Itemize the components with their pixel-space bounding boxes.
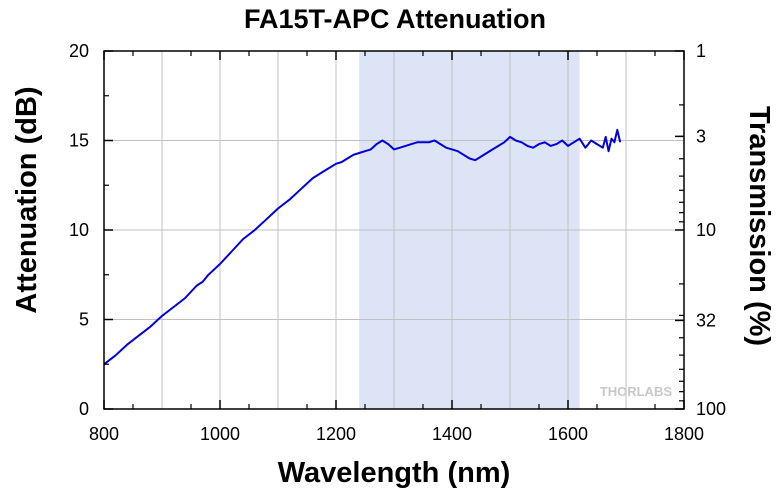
y2-tick-label: 3	[696, 126, 706, 146]
y-tick-label: 20	[69, 41, 89, 61]
y-tick-label: 0	[79, 399, 89, 419]
y2-tick-label: 1	[696, 41, 706, 61]
x-tick-label: 800	[89, 424, 119, 444]
y-axis-title: Attenuation (dB)	[11, 86, 43, 313]
y-tick-label: 15	[69, 131, 89, 151]
x-tick-label: 1400	[432, 424, 472, 444]
thorlabs-watermark: THORLABS	[600, 384, 673, 399]
x-axis-title: Wavelength (nm)	[278, 457, 511, 489]
x-tick-label: 1800	[664, 424, 704, 444]
x-tick-label: 1600	[548, 424, 588, 444]
y2-axis-title: Transmission (%)	[743, 106, 775, 346]
plot-area: THORLABS 800 1000 1200 1400 1600 1800 0 5 10 15 20 1…	[69, 41, 726, 444]
chart-title: FA15T-APC Attenuation	[244, 4, 546, 34]
x-tick-label: 1200	[316, 424, 356, 444]
y2-tick-label: 32	[696, 310, 716, 330]
y2-tick-label: 10	[696, 220, 716, 240]
x-tick-label: 1000	[200, 424, 240, 444]
y-tick-label: 5	[79, 310, 89, 330]
attenuation-line	[103, 128, 622, 366]
y-tick-label: 10	[69, 220, 89, 240]
y2-tick-label: 100	[696, 399, 726, 419]
